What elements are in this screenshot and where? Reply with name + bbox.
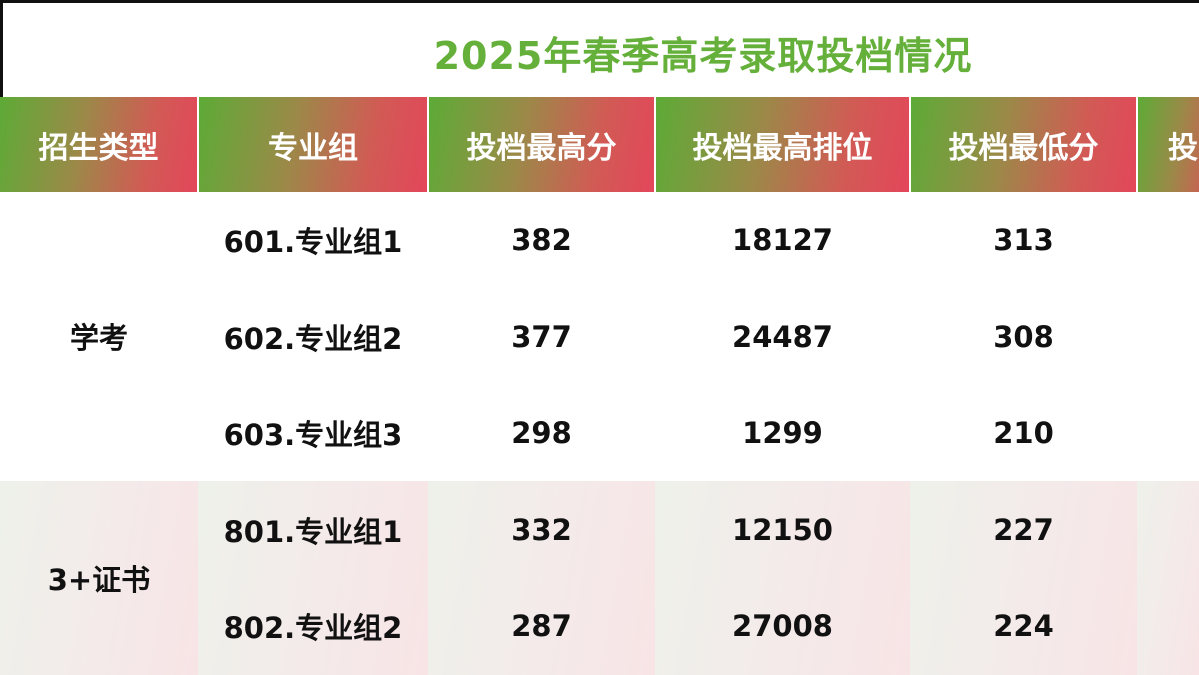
cell-max-score: 298: [511, 416, 572, 450]
cell-min-score: 308: [993, 319, 1054, 354]
header-max-rank: 投档最高排位: [656, 97, 909, 192]
header-min-score: 投档最低分: [911, 97, 1136, 192]
cell-group: 602.专业组2: [223, 321, 403, 356]
cell-min-score: 210: [993, 416, 1054, 450]
header-type: 招生类型: [0, 97, 197, 192]
cell-max-rank: 1299: [742, 416, 823, 450]
cell-max-score: 332: [511, 512, 572, 547]
cell-group: 601.专业组1: [223, 225, 403, 259]
cell-min-score: 313: [993, 223, 1054, 257]
cell-max-score: 377: [511, 319, 572, 354]
cell-group: 603.专业组3: [223, 418, 403, 452]
cell-max-rank: 18127: [732, 223, 833, 257]
header-max-score: 投档最高分: [429, 97, 654, 192]
cell-max-rank: 27008: [732, 609, 833, 643]
cell-min-score: 224: [993, 609, 1054, 643]
cell-group: 801.专业组1: [223, 514, 403, 549]
type-certificate: 3+证书: [47, 563, 151, 597]
cell-group: 802.专业组2: [223, 611, 403, 645]
cell-max-score: 287: [511, 609, 572, 643]
header-group: 专业组: [199, 97, 427, 192]
cell-max-rank: 12150: [732, 512, 833, 547]
page-title: 2025年春季高考录取投档情况: [433, 34, 973, 78]
header-truncated: 投: [1138, 97, 1199, 192]
cell-max-score: 382: [511, 223, 572, 257]
cell-min-score: 227: [993, 512, 1054, 547]
cell-max-rank: 24487: [732, 319, 833, 354]
group-2-background: [0, 481, 1199, 675]
type-xuekao: 学考: [69, 321, 128, 355]
title-bar: 2025年春季高考录取投档情况: [0, 0, 1199, 97]
